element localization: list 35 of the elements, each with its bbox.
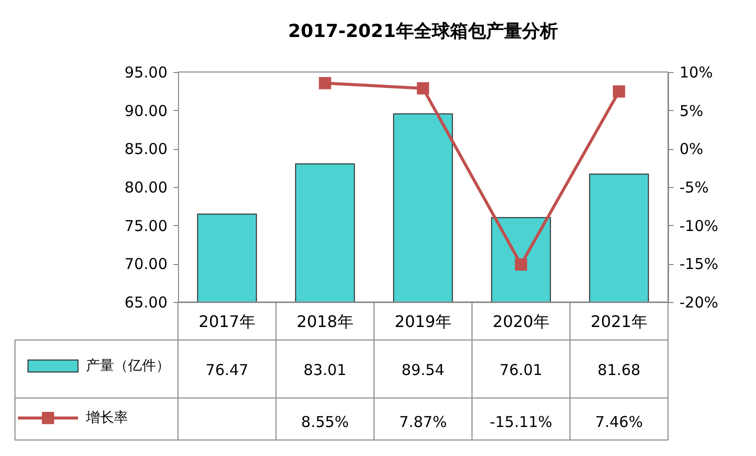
data-label: 8.55% <box>301 413 349 431</box>
x-tick-label: 2018年 <box>296 312 354 331</box>
y-tick-label: 95.00 <box>124 64 168 82</box>
y2-tick-label: -20% <box>680 294 718 312</box>
y2-tick-label: -15% <box>680 255 718 274</box>
y-tick-label: 90.00 <box>124 102 168 120</box>
x-tick-label: 2017年 <box>198 312 256 331</box>
point <box>416 82 430 94</box>
y2-tick-label: -5% <box>680 178 709 196</box>
y-tick-label: 75.00 <box>124 216 168 235</box>
y2-tick-label: 0% <box>680 140 704 158</box>
y-tick-label: 65.00 <box>124 294 168 312</box>
data-label: 89.54 <box>402 361 444 379</box>
point <box>318 76 332 90</box>
point <box>612 85 626 98</box>
data-label: 7.87% <box>399 413 447 431</box>
y2-tick-label: -10% <box>680 216 718 235</box>
legend-label: 增长率 <box>85 410 128 426</box>
x-tick-label: 2019年 <box>394 312 452 331</box>
y2-tick-label: 5% <box>680 102 704 120</box>
data-label: 83.01 <box>304 361 346 379</box>
x-tick-label: 2020年 <box>492 312 550 331</box>
data-label: -15.11% <box>490 413 552 431</box>
y-tick-label: 85.00 <box>124 140 168 158</box>
legend-label: 产量（亿件） <box>86 358 170 374</box>
y-tick-label: 80.00 <box>124 178 168 196</box>
y-tick-label: 70.00 <box>124 255 168 274</box>
y2-tick-label: 10% <box>680 64 713 82</box>
x-tick-label: 2021年 <box>590 312 648 331</box>
chart-title: 2017-2021年全球箱包产量分析 <box>288 21 558 42</box>
data-label: 76.47 <box>206 361 248 379</box>
point <box>514 258 528 271</box>
data-label: 7.46% <box>595 413 643 431</box>
data-label: 76.01 <box>500 361 542 379</box>
data-label: 81.68 <box>598 361 640 379</box>
